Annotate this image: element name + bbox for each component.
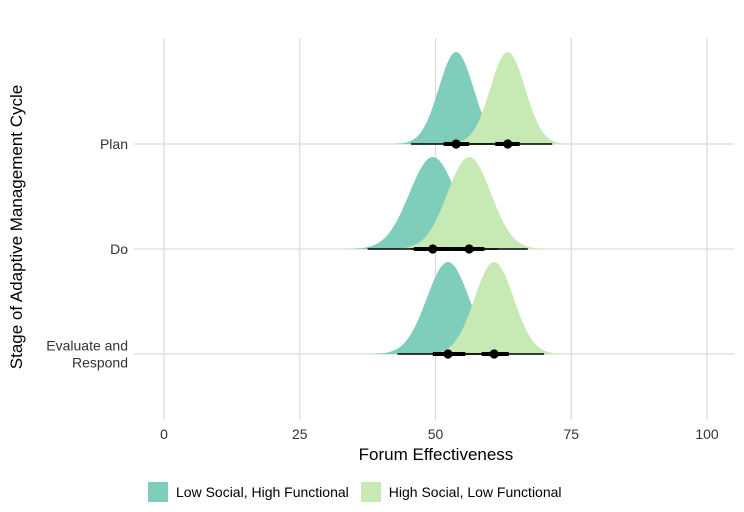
x-tick-label: 100: [695, 426, 719, 442]
legend-swatch-low-social: [148, 482, 168, 502]
legend-label-low-social: Low Social, High Functional: [176, 484, 349, 500]
density-ridge: [412, 262, 577, 354]
x-tick-label: 25: [292, 426, 308, 442]
density-ridge: [434, 52, 581, 144]
legend-swatch-high-social: [360, 482, 381, 502]
point-estimate: [489, 349, 499, 359]
x-tick-label: 50: [428, 426, 444, 442]
point-estimate: [464, 244, 474, 254]
y-axis-title: Stage of Adaptive Management Cycle: [7, 85, 26, 369]
y-tick-label: Evaluate and: [46, 338, 128, 354]
legend-label-high-social: High Social, Low Functional: [388, 484, 562, 500]
density-ridge: [334, 157, 531, 249]
density-ridge: [359, 262, 537, 354]
x-tick-labels: 0 25 50 75 100: [160, 426, 719, 442]
legend-item-high-social: High Social, Low Functional: [360, 482, 562, 502]
density-ridge: [383, 52, 530, 144]
y-tick-label: Respond: [72, 355, 128, 371]
point-estimate: [451, 139, 461, 149]
y-tick-label: Plan: [100, 136, 128, 152]
legend-item-low-social: Low Social, High Functional: [148, 482, 349, 502]
y-tick-label: Do: [110, 241, 128, 257]
interval-bars: [367, 139, 553, 359]
x-axis-title: Forum Effectiveness: [359, 445, 514, 464]
density-ridge: [377, 157, 561, 249]
x-tick-label: 75: [563, 426, 579, 442]
x-tick-label: 0: [160, 426, 168, 442]
legend: Low Social, High Functional High Social,…: [148, 482, 574, 502]
density-ridges: [334, 52, 581, 354]
point-estimate: [503, 139, 513, 149]
